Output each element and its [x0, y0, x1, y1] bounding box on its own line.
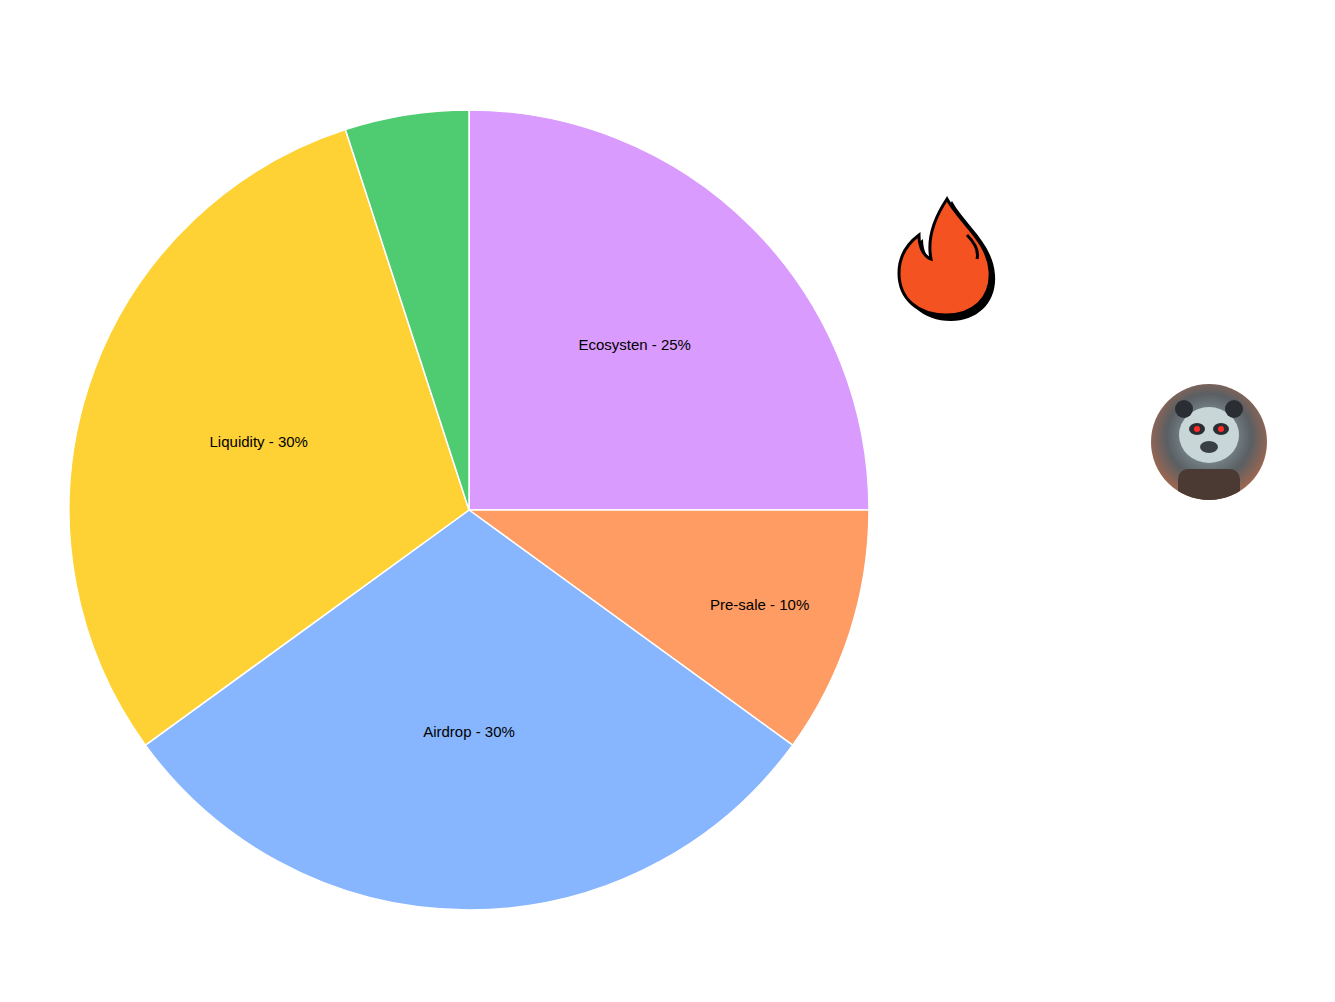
svg-text:Pre-sale - 10%: Pre-sale - 10%: [710, 596, 809, 613]
svg-text:Ecosysten - 25%: Ecosysten - 25%: [578, 336, 691, 353]
svg-text:Liquidity - 30%: Liquidity - 30%: [210, 433, 308, 450]
svg-text:Airdrop - 30%: Airdrop - 30%: [423, 723, 515, 740]
